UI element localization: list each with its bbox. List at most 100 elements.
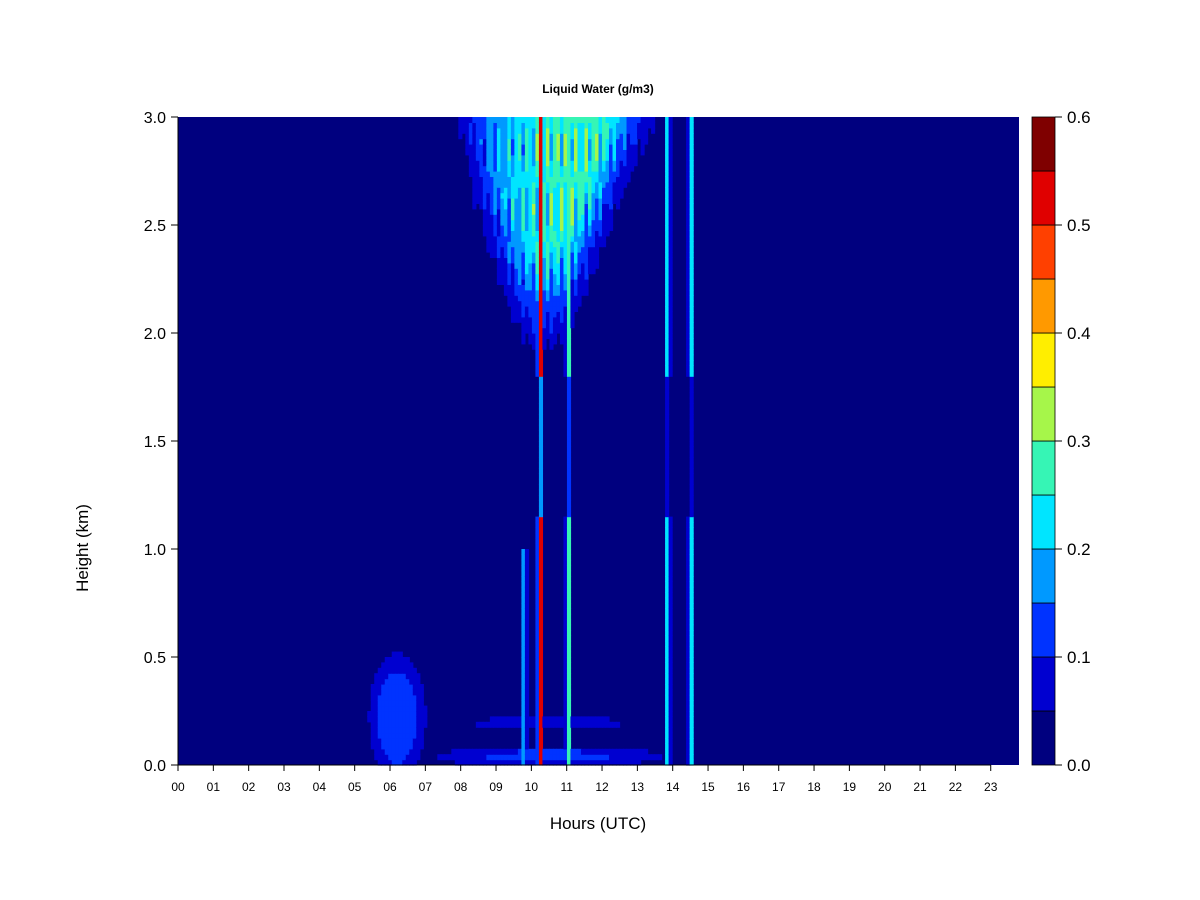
heatmap-cell: [524, 122, 530, 129]
heatmap-cell: [531, 284, 537, 291]
heatmap-cell: [587, 117, 593, 123]
heatmap-cell: [595, 122, 600, 129]
heatmap-cell: [535, 192, 540, 199]
heatmap-cell: [577, 246, 582, 253]
heatmap-cell: [623, 171, 628, 177]
heatmap-cell: [689, 171, 694, 177]
heatmap-cell: [563, 549, 568, 555]
heatmap-cell: [377, 705, 382, 712]
heatmap-cell: [531, 138, 537, 145]
heatmap-cell: [493, 149, 498, 156]
heatmap-cell: [535, 754, 540, 761]
heatmap-cell: [528, 225, 533, 231]
heatmap-cell: [409, 667, 414, 674]
heatmap-cell: [503, 208, 508, 215]
heatmap-cell: [587, 165, 593, 172]
heatmap-cell: [510, 759, 515, 766]
heatmap-cell: [507, 289, 512, 296]
heatmap-cell: [500, 203, 505, 210]
heatmap-cell: [500, 154, 505, 161]
heatmap-cell: [542, 127, 547, 134]
heatmap-cell: [493, 127, 498, 134]
heatmap-cell: [395, 721, 400, 728]
heatmap-cell: [538, 144, 544, 150]
heatmap-cell: [524, 586, 530, 593]
heatmap-cell: [686, 370, 691, 377]
y-tick-label: 1.5: [144, 434, 166, 451]
heatmap-cell: [665, 603, 670, 609]
heatmap-cell: [563, 608, 568, 615]
heatmap-cell: [496, 198, 501, 204]
heatmap-cell: [587, 181, 593, 188]
heatmap-cell: [412, 694, 417, 701]
heatmap-cell: [556, 721, 561, 728]
heatmap-cell: [507, 203, 512, 210]
heatmap-cell: [545, 716, 551, 723]
heatmap-cell: [595, 127, 600, 134]
heatmap-cell: [630, 127, 635, 134]
heatmap-cell: [535, 667, 540, 674]
heatmap-cell: [472, 754, 477, 761]
heatmap-cell: [542, 748, 547, 755]
heatmap-cell: [665, 403, 670, 410]
heatmap-cell: [605, 716, 610, 723]
heatmap-cell: [517, 149, 522, 156]
heatmap-cell: [563, 759, 568, 766]
heatmap-cell: [479, 122, 484, 129]
heatmap-cell: [416, 700, 421, 707]
heatmap-cell: [535, 576, 540, 582]
heatmap-cell: [412, 743, 417, 750]
heatmap-cell: [517, 117, 522, 123]
heatmap-cell: [612, 192, 617, 199]
heatmap-cell: [538, 446, 544, 453]
heatmap-cell: [563, 246, 568, 253]
heatmap-cell: [665, 241, 670, 248]
heatmap-cell: [566, 759, 572, 766]
heatmap-cell: [528, 748, 533, 755]
heatmap-cell: [563, 252, 568, 258]
heatmap-cell: [665, 235, 670, 242]
heatmap-cell: [395, 684, 400, 690]
heatmap-cell: [549, 181, 554, 188]
heatmap-cell: [552, 268, 558, 275]
heatmap-cell: [566, 397, 572, 404]
heatmap-cell: [514, 754, 519, 761]
heatmap-cell: [595, 117, 600, 123]
heatmap-cell: [514, 716, 519, 723]
heatmap-cell: [686, 327, 691, 334]
heatmap-cell: [391, 705, 396, 712]
heatmap-cell: [580, 117, 586, 123]
heatmap-cell: [566, 700, 572, 707]
heatmap-cell: [626, 759, 631, 766]
heatmap-cell: [500, 133, 505, 140]
heatmap-cell: [391, 678, 396, 685]
heatmap-cell: [514, 144, 519, 150]
heatmap-cell: [591, 219, 596, 226]
heatmap-cell: [647, 754, 652, 761]
heatmap-cell: [510, 721, 515, 728]
heatmap-cell: [377, 689, 382, 696]
heatmap-cell: [609, 225, 614, 231]
heatmap-cell: [531, 721, 537, 728]
heatmap-cell: [538, 360, 544, 366]
heatmap-cell: [409, 748, 414, 755]
heatmap-cell: [514, 284, 519, 291]
heatmap-cell: [598, 160, 603, 167]
heatmap-cell: [524, 284, 530, 291]
heatmap-cell: [503, 198, 508, 204]
heatmap-cell: [507, 133, 512, 140]
heatmap-cell: [535, 727, 540, 734]
heatmap-cell: [665, 711, 670, 717]
heatmap-cell: [377, 667, 382, 674]
heatmap-cell: [423, 705, 428, 712]
heatmap-cell: [503, 144, 508, 150]
heatmap-cell: [486, 759, 491, 766]
heatmap-cell: [531, 235, 537, 242]
heatmap-cell: [665, 732, 670, 739]
heatmap-cell: [412, 738, 417, 744]
heatmap-cell: [573, 133, 579, 140]
heatmap-cell: [528, 187, 533, 194]
heatmap-cell: [489, 246, 494, 253]
heatmap-cell: [524, 192, 530, 199]
heatmap-cell: [419, 743, 424, 750]
